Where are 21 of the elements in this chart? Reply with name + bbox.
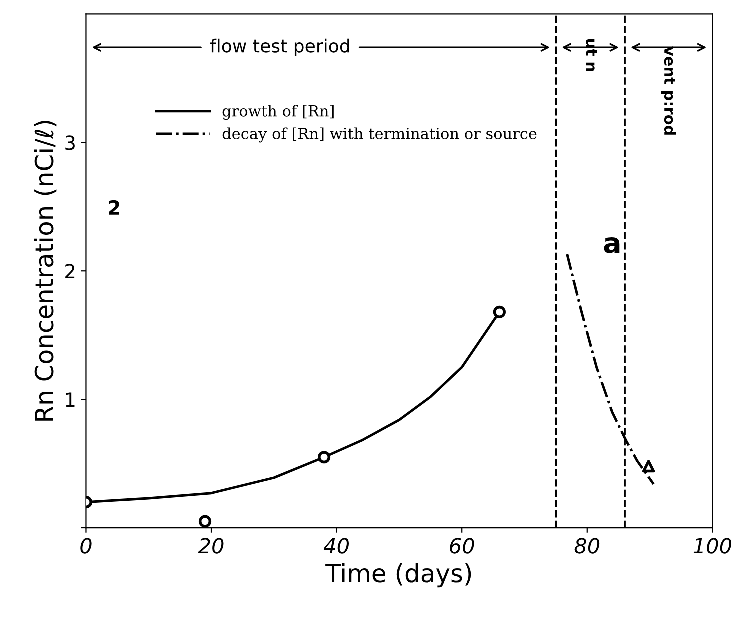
x-tick-label: 40 [324, 538, 350, 554]
point [642, 460, 656, 473]
x-tick-label: 20 [198, 538, 224, 554]
legend-label: decay of [Rn] with termination or source [222, 128, 537, 143]
point [318, 451, 331, 464]
point [198, 515, 212, 528]
x-tick-label: 100 [694, 538, 732, 554]
y-tick-label: 3 [66, 136, 75, 150]
x-axis-title: Time (days) [326, 563, 472, 588]
x-tick-label: 0 [80, 538, 92, 554]
annotation: a [604, 238, 620, 254]
y-axis-title: Rn Concentration (nCi/ℓ) [34, 121, 57, 421]
x-tick-label: 80 [574, 538, 600, 554]
y-tick-label: 1 [66, 392, 75, 407]
annotation: flow test period [210, 38, 350, 56]
y-tick-label: 2 [66, 264, 75, 279]
legend-label: growth of [Rn] [222, 105, 334, 120]
x-tick-label: 60 [450, 538, 474, 554]
annotation: vent p:rod [661, 46, 676, 135]
annotation: 2 [109, 200, 120, 215]
point [493, 306, 506, 319]
